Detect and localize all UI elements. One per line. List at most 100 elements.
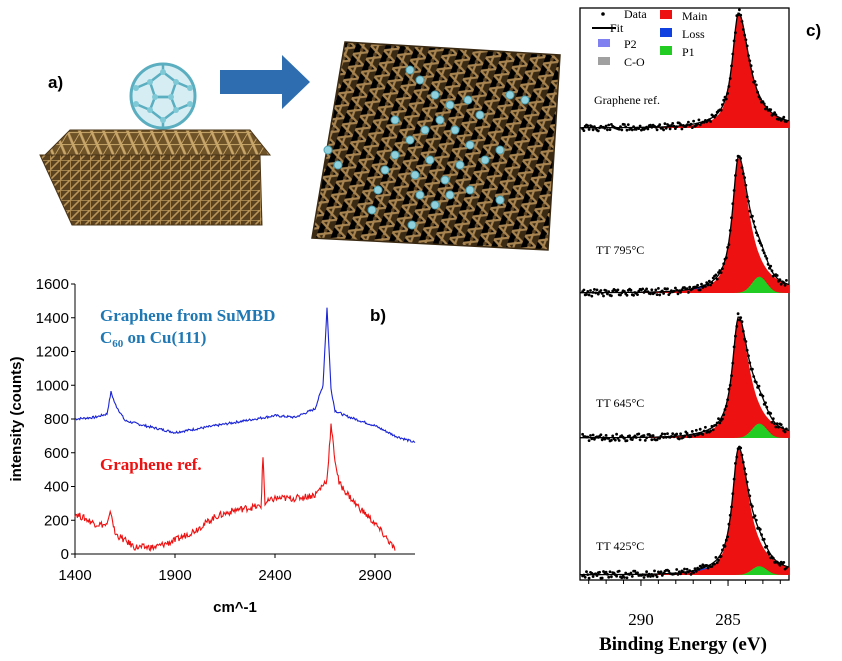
data-point — [675, 568, 679, 571]
data-point — [769, 264, 773, 268]
data-point — [671, 122, 675, 125]
data-point — [606, 572, 609, 576]
data-point — [625, 293, 629, 297]
data-point — [626, 123, 630, 126]
data-point — [745, 480, 749, 484]
data-point — [730, 64, 733, 68]
data-point — [761, 394, 765, 398]
data-point — [603, 126, 607, 130]
data-point — [698, 123, 702, 127]
data-point — [754, 518, 758, 522]
legend-label: P1 — [682, 45, 695, 59]
data-point — [723, 544, 727, 548]
data-point — [658, 436, 662, 440]
data-point — [680, 127, 684, 131]
data-point — [587, 128, 591, 131]
x-tick-label: 290 — [628, 610, 654, 629]
data-point — [704, 285, 707, 288]
data-point — [662, 571, 665, 575]
data-point — [643, 573, 647, 577]
panel-a: a) — [0, 0, 570, 265]
data-point — [730, 374, 733, 378]
xps-axis: 290 285 — [588, 580, 781, 629]
data-point — [721, 103, 724, 106]
data-point — [587, 293, 591, 297]
y-tick-label: 0 — [61, 546, 69, 563]
data-point — [685, 432, 689, 435]
data-point — [731, 492, 735, 496]
data-point — [658, 123, 662, 127]
data-point — [724, 404, 728, 408]
data-point — [598, 570, 601, 574]
data-point — [723, 408, 727, 411]
data-point — [690, 430, 694, 433]
data-point — [752, 375, 756, 378]
data-point — [753, 80, 757, 83]
data-point — [674, 572, 677, 575]
data-point — [781, 426, 784, 430]
data-point — [709, 120, 712, 123]
data-point — [615, 574, 618, 578]
data-point — [615, 432, 618, 436]
data-point — [756, 90, 759, 94]
data-point — [698, 427, 702, 431]
data-point — [600, 292, 604, 295]
data-point — [649, 123, 652, 127]
data-point — [655, 293, 659, 296]
data-point — [675, 288, 679, 292]
y-tick-label: 1600 — [36, 276, 69, 293]
data-point — [727, 243, 731, 247]
x-tick-label: 285 — [715, 610, 741, 629]
series-line-ref — [74, 423, 396, 552]
data-point — [623, 576, 626, 579]
data-point — [738, 8, 741, 12]
data-point — [590, 294, 594, 298]
data-point — [731, 202, 735, 206]
data-point — [619, 293, 622, 297]
data-point — [700, 282, 703, 286]
data-point — [617, 127, 621, 131]
data-point — [636, 293, 639, 296]
data-point — [701, 433, 705, 436]
data-point — [718, 421, 722, 425]
panel-c-label: c) — [806, 21, 821, 40]
data-point — [765, 105, 769, 109]
data-point — [646, 574, 650, 578]
data-point — [599, 433, 603, 437]
data-point — [585, 293, 588, 296]
data-point — [765, 405, 769, 409]
data-point — [764, 401, 767, 405]
data-point — [693, 434, 697, 438]
c60-molecule — [129, 62, 197, 130]
data-point — [653, 291, 656, 295]
data-point — [734, 174, 737, 177]
data-point — [758, 97, 762, 101]
data-point — [764, 254, 767, 258]
data-point — [637, 127, 641, 130]
data-point — [744, 38, 748, 42]
panel-a-label: a) — [48, 73, 63, 92]
data-point — [704, 425, 707, 429]
data-point — [754, 83, 758, 87]
data-point — [740, 320, 744, 324]
data-point — [606, 292, 609, 296]
data-point — [693, 567, 697, 570]
data-point — [775, 422, 779, 426]
data-point — [782, 561, 786, 564]
data-point — [741, 460, 745, 464]
spectrum-0: Graphene ref. — [580, 8, 790, 133]
legend-swatch — [660, 46, 672, 55]
data-point — [726, 246, 729, 249]
data-point — [777, 561, 780, 565]
data-point — [706, 283, 710, 287]
data-point — [773, 422, 776, 425]
data-point — [744, 183, 748, 187]
legend-swatch — [660, 10, 672, 19]
data-point — [727, 522, 731, 526]
data-point — [679, 123, 682, 126]
data-point — [595, 288, 599, 292]
data-point — [717, 417, 720, 420]
data-point — [647, 572, 651, 576]
component-main — [580, 318, 789, 438]
data-point — [581, 432, 584, 436]
